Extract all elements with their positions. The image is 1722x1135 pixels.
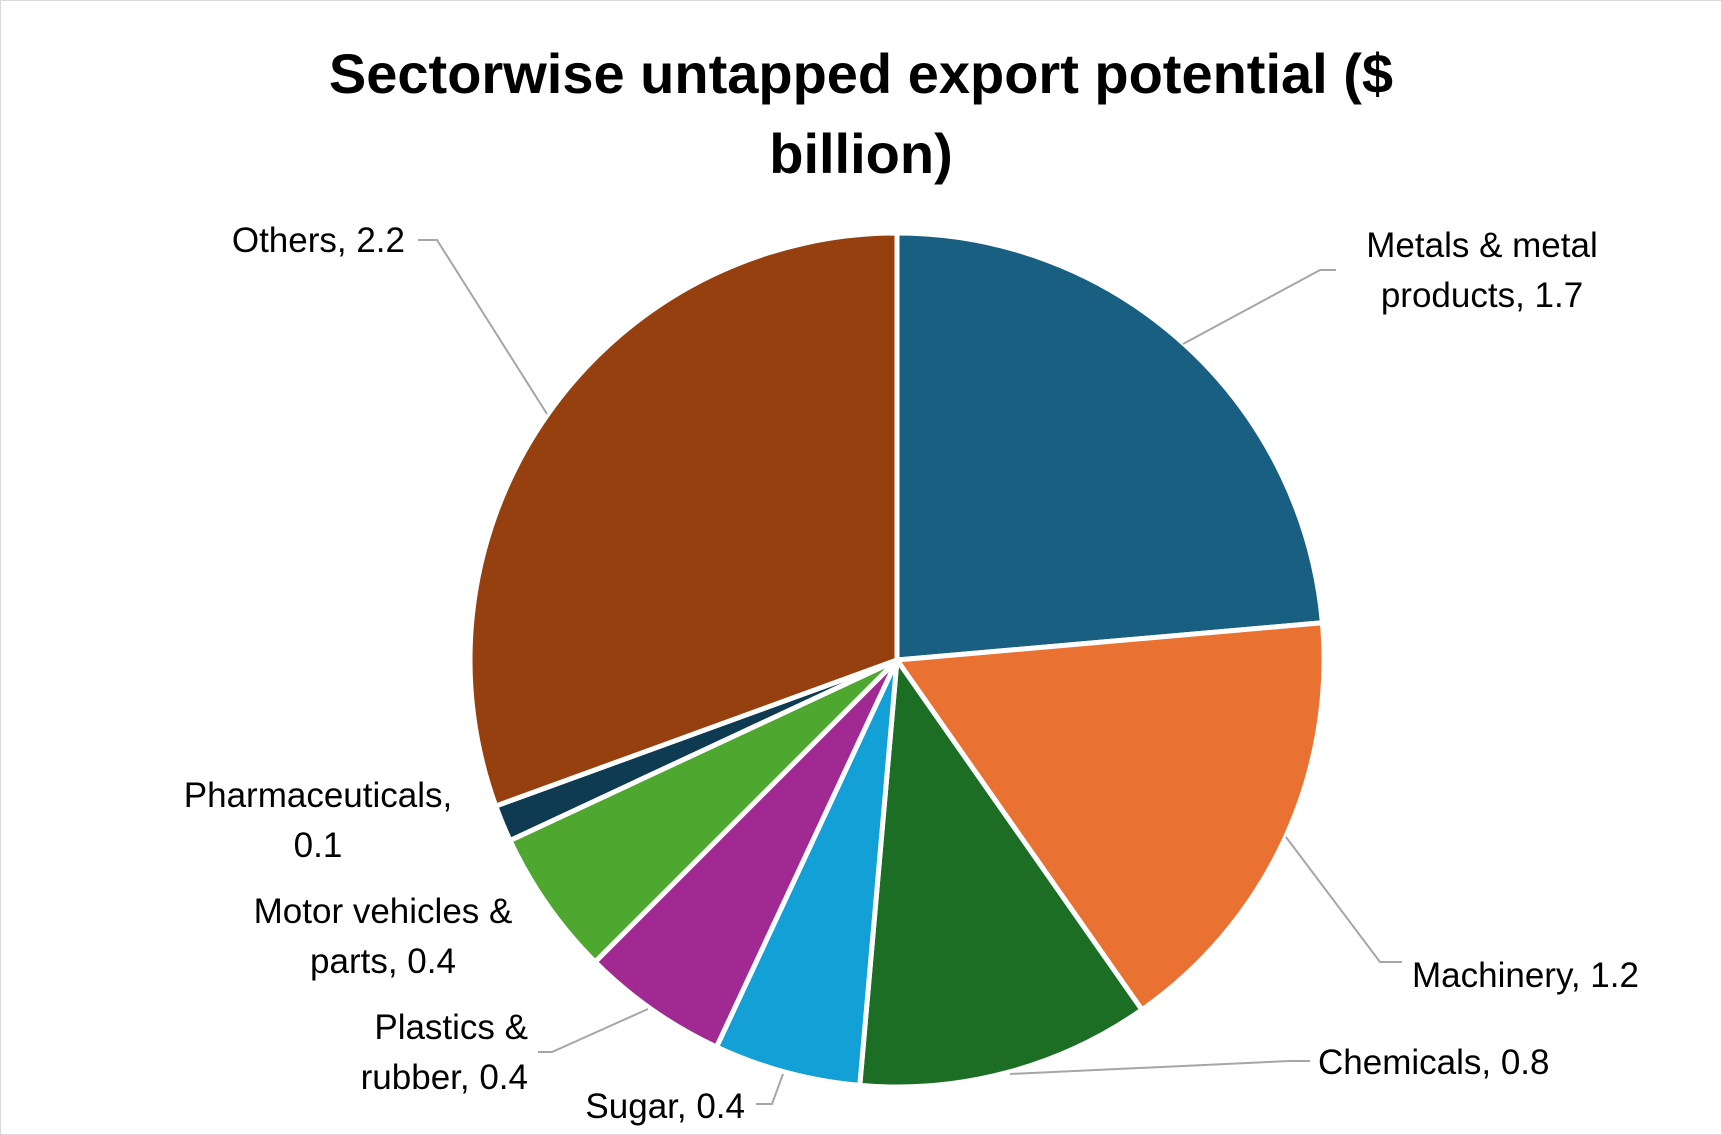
data-label-chemicals: Chemicals, 0.8	[1318, 1043, 1549, 1082]
data-label-pharmaceuticals: Pharmaceuticals, 0.1	[184, 776, 452, 865]
leader-line-plastics-and-rubber	[538, 1008, 649, 1053]
data-label-line: Machinery, 1.2	[1412, 956, 1639, 995]
data-label-others: Others, 2.2	[232, 221, 405, 260]
pie-slice-plastics-and-rubber	[592, 657, 900, 1050]
pie-slices	[467, 230, 1327, 1090]
data-label-line: Motor vehicles &	[254, 892, 513, 931]
data-label-plastics-and-rubber: Plastics & rubber, 0.4	[361, 1008, 528, 1097]
data-labels: Metals & metal products, 1.7 Machinery, 1.…	[184, 221, 1639, 1126]
leader-lines	[418, 239, 1402, 1105]
leader-line-others	[418, 239, 548, 415]
data-label-line: Sugar, 0.4	[585, 1087, 745, 1126]
data-label-sugar: Sugar, 0.4	[585, 1087, 745, 1126]
data-label-line: Metals & metal	[1366, 226, 1597, 265]
data-label-line: Pharmaceuticals,	[184, 776, 452, 815]
data-label-line: parts, 0.4	[310, 942, 456, 981]
data-label-motor-vehicles-and-parts: Motor vehicles & parts, 0.4	[254, 892, 513, 981]
chart-title-line-1: Sectorwise untapped export potential ($	[329, 42, 1393, 105]
chart-title-line-2: billion)	[769, 122, 953, 185]
pie-slice-sugar	[714, 657, 900, 1088]
leader-line-sugar	[756, 1073, 784, 1105]
data-label-metals-and-metal-products: Metals & metal products, 1.7	[1366, 226, 1597, 315]
leader-line-machinery	[1285, 836, 1402, 963]
data-label-line: Plastics &	[374, 1008, 528, 1047]
data-label-machinery: Machinery, 1.2	[1412, 956, 1639, 995]
data-label-line: 0.1	[294, 826, 343, 865]
data-label-line: Chemicals, 0.8	[1318, 1043, 1549, 1082]
pie-slice-chemicals	[857, 657, 1145, 1090]
leader-line-metals-and-metal-products	[1182, 269, 1336, 345]
data-label-line: products, 1.7	[1381, 276, 1583, 315]
data-label-line: Others, 2.2	[232, 221, 405, 260]
pie-slice-metals-and-metal-products	[894, 230, 1325, 663]
pie-slice-others	[467, 230, 900, 809]
data-label-line: rubber, 0.4	[361, 1058, 528, 1097]
pie-slice-motor-vehicles-and-parts	[507, 657, 900, 965]
leader-line-chemicals	[1009, 1060, 1310, 1075]
pie-slice-machinery	[894, 620, 1327, 1013]
